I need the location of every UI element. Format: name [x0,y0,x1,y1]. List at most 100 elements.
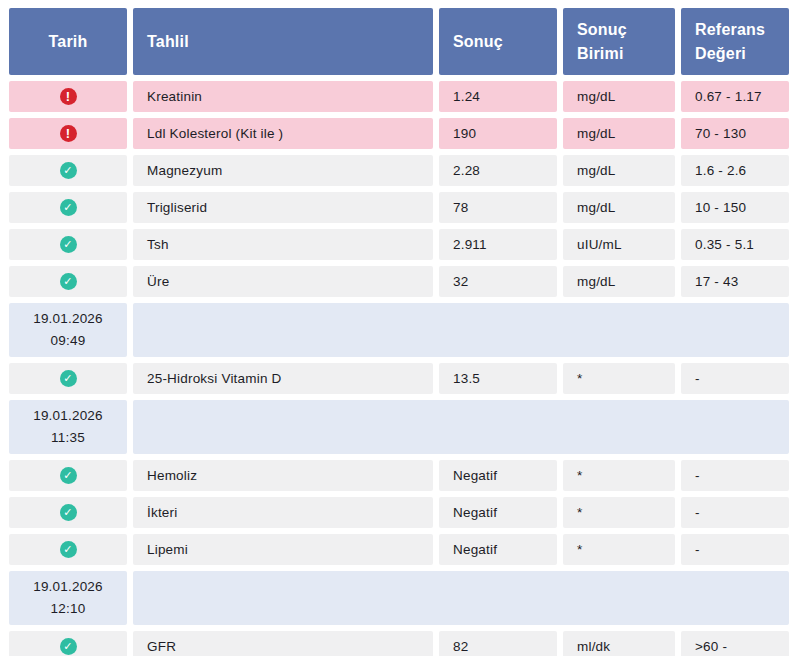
unit-cell: mg/dL [563,192,675,223]
reference-cell: - [681,460,789,491]
result-cell: Negatif [439,534,557,565]
check-icon [60,199,77,216]
check-icon [60,370,77,387]
reference-cell: 70 - 130 [681,118,789,149]
result-unit: * [577,505,582,520]
alert-icon [60,125,77,142]
result-cell: 78 [439,192,557,223]
result-cell: 13.5 [439,363,557,394]
alert-icon [60,88,77,105]
result-cell: Negatif [439,497,557,528]
reference-cell: 0.67 - 1.17 [681,81,789,112]
result-unit: mg/dL [577,274,616,289]
column-header-label: Sonuç Birimi [577,18,661,64]
unit-cell: * [563,460,675,491]
reference-range: 17 - 43 [695,274,738,289]
result-value: 2.28 [453,163,480,178]
reference-range: - [695,542,700,557]
result-cell: 2.911 [439,229,557,260]
reference-cell: - [681,363,789,394]
status-cell [9,81,127,112]
reference-cell: - [681,534,789,565]
column-header: Tahlil [133,8,433,75]
reference-cell: 10 - 150 [681,192,789,223]
test-name: İkteri [147,505,177,520]
test-name: 25-Hidroksi Vitamin D [147,371,282,386]
status-cell [9,363,127,394]
result-value: 32 [453,274,468,289]
result-unit: * [577,468,582,483]
test-name: GFR [147,639,176,654]
test-name: Magnezyum [147,163,222,178]
result-cell: Negatif [439,460,557,491]
date-text: 19.01.2026 [33,576,103,598]
test-name-cell: Trigliserid [133,192,433,223]
unit-cell: mg/dL [563,266,675,297]
date-cell: 19.01.2026 12:10 [9,571,127,625]
results-table: Tarih Tahlil Sonuç Sonuç Birimi Referans… [0,0,797,656]
test-name: Hemoliz [147,468,197,483]
result-value: Negatif [453,542,497,557]
reference-cell: 1.6 - 2.6 [681,155,789,186]
date-row-fill [133,571,789,625]
test-name-cell: Üre [133,266,433,297]
check-icon [60,467,77,484]
status-cell [9,266,127,297]
test-name-cell: Tsh [133,229,433,260]
unit-cell: ml/dk [563,631,675,656]
result-unit: * [577,371,582,386]
unit-cell: mg/dL [563,81,675,112]
result-cell: 82 [439,631,557,656]
date-text: 19.01.2026 [33,405,103,427]
result-unit: mg/dL [577,200,616,215]
result-cell: 190 [439,118,557,149]
status-cell [9,192,127,223]
result-value: Negatif [453,468,497,483]
result-unit: mg/dL [577,89,616,104]
result-value: 1.24 [453,89,480,104]
result-unit: mg/dL [577,126,616,141]
result-value: 2.911 [453,237,487,252]
reference-range: - [695,371,700,386]
result-cell: 32 [439,266,557,297]
reference-range: - [695,505,700,520]
check-icon [60,541,77,558]
status-cell [9,497,127,528]
column-header-label: Sonuç [453,30,503,53]
test-name: Ldl Kolesterol (Kit ile ) [147,126,283,141]
test-name: Tsh [147,237,169,252]
result-cell: 1.24 [439,81,557,112]
status-cell [9,460,127,491]
date-cell: 19.01.2026 11:35 [9,400,127,454]
test-name: Trigliserid [147,200,207,215]
test-name-cell: Kreatinin [133,81,433,112]
check-icon [60,638,77,655]
result-unit: uIU/mL [577,237,622,252]
reference-range: 0.35 - 5.1 [695,237,754,252]
unit-cell: mg/dL [563,118,675,149]
date-row-fill [133,400,789,454]
result-unit: * [577,542,582,557]
column-header-label: Tahlil [147,30,189,53]
column-header: Sonuç Birimi [563,8,675,75]
reference-cell: >60 - [681,631,789,656]
date-row-fill [133,303,789,357]
result-value: 78 [453,200,468,215]
reference-range: 1.6 - 2.6 [695,163,746,178]
time-text: 12:10 [51,598,86,620]
reference-range: >60 - [695,639,727,654]
result-unit: ml/dk [577,639,610,654]
column-header: Sonuç [439,8,557,75]
date-cell: 19.01.2026 09:49 [9,303,127,357]
status-cell [9,229,127,260]
status-cell [9,118,127,149]
time-text: 11:35 [51,427,85,449]
test-name: Üre [147,274,169,289]
result-value: 190 [453,126,476,141]
result-value: 82 [453,639,468,654]
unit-cell: uIU/mL [563,229,675,260]
test-name: Kreatinin [147,89,202,104]
reference-range: 0.67 - 1.17 [695,89,762,104]
reference-cell: 0.35 - 5.1 [681,229,789,260]
check-icon [60,236,77,253]
